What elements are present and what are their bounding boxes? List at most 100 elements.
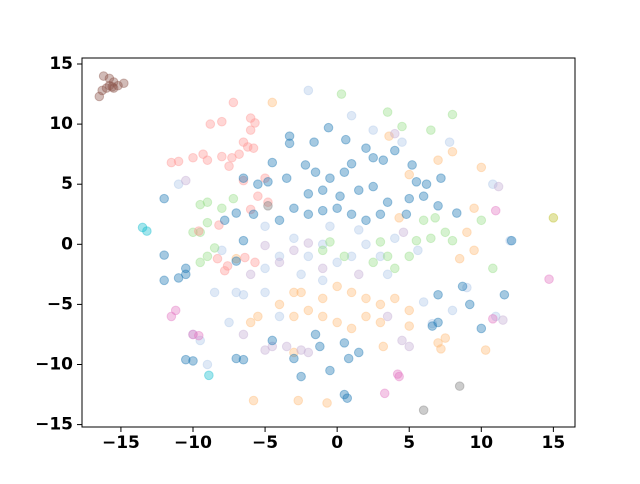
point	[390, 145, 400, 156]
point	[245, 317, 256, 328]
point	[231, 353, 242, 364]
point	[267, 157, 278, 168]
point	[250, 118, 260, 128]
point	[379, 388, 390, 399]
point	[238, 235, 249, 246]
point	[274, 257, 285, 268]
point	[384, 131, 394, 141]
point	[274, 299, 285, 310]
point	[296, 269, 306, 280]
point	[317, 239, 328, 250]
point	[499, 289, 510, 300]
point	[462, 282, 472, 293]
point	[245, 269, 256, 280]
point	[202, 197, 213, 208]
point	[248, 143, 259, 153]
x-tick-label: −10	[174, 433, 212, 453]
point	[426, 125, 436, 135]
point	[421, 179, 432, 190]
point	[209, 243, 220, 253]
point	[325, 237, 335, 247]
point	[97, 85, 107, 96]
x-tick-label: −5	[252, 433, 278, 453]
point	[375, 251, 386, 262]
point	[238, 137, 249, 147]
point	[404, 341, 415, 352]
point	[98, 71, 109, 81]
point	[238, 175, 249, 186]
point	[464, 299, 475, 310]
point	[469, 203, 479, 214]
y-tick-label: −5	[47, 294, 73, 314]
point	[245, 125, 256, 135]
point	[238, 354, 249, 365]
point	[433, 317, 443, 328]
point	[253, 179, 263, 190]
point	[361, 293, 371, 304]
point	[488, 314, 498, 324]
point	[342, 393, 353, 403]
point	[392, 369, 403, 379]
point	[281, 341, 292, 352]
point	[353, 185, 364, 196]
point	[104, 80, 115, 91]
point	[346, 323, 357, 334]
point	[462, 227, 472, 238]
point	[195, 199, 206, 210]
point	[202, 251, 213, 262]
point	[108, 77, 119, 87]
point	[231, 287, 242, 298]
point	[440, 333, 451, 343]
point	[413, 245, 423, 256]
point	[339, 338, 350, 348]
point	[303, 189, 314, 199]
point	[493, 181, 504, 192]
x-tick-label: 0	[331, 433, 343, 453]
point	[368, 257, 378, 268]
point	[476, 323, 487, 334]
point	[222, 261, 233, 271]
point	[343, 353, 354, 364]
point	[293, 395, 304, 406]
point	[336, 89, 347, 99]
point	[198, 149, 208, 159]
point	[188, 329, 198, 340]
point	[180, 354, 191, 365]
point	[353, 347, 364, 358]
point	[394, 213, 404, 223]
point	[375, 317, 386, 328]
point	[469, 245, 479, 256]
point	[289, 203, 299, 214]
x-tick-label: −15	[102, 433, 140, 453]
point	[274, 311, 285, 322]
point	[309, 137, 319, 147]
point	[390, 128, 400, 139]
point	[498, 315, 508, 325]
point	[219, 265, 230, 276]
point	[204, 370, 214, 381]
point	[289, 311, 299, 322]
point	[404, 251, 415, 262]
y-tick-label: 5	[61, 174, 73, 194]
point	[166, 157, 177, 168]
point	[260, 173, 270, 183]
point	[245, 204, 256, 215]
point	[170, 305, 181, 316]
point	[480, 345, 491, 355]
point	[418, 297, 429, 307]
point	[339, 251, 350, 262]
point	[219, 215, 230, 226]
y-tick-label: −15	[35, 415, 73, 435]
point	[303, 209, 314, 220]
point	[411, 235, 422, 246]
point	[339, 389, 350, 400]
point	[310, 167, 321, 177]
point	[398, 227, 409, 238]
point	[433, 155, 443, 165]
point	[267, 341, 278, 352]
point	[390, 233, 400, 244]
y-tick-label: 0	[61, 234, 73, 254]
point	[202, 155, 213, 165]
point	[296, 371, 306, 382]
point	[263, 177, 273, 187]
